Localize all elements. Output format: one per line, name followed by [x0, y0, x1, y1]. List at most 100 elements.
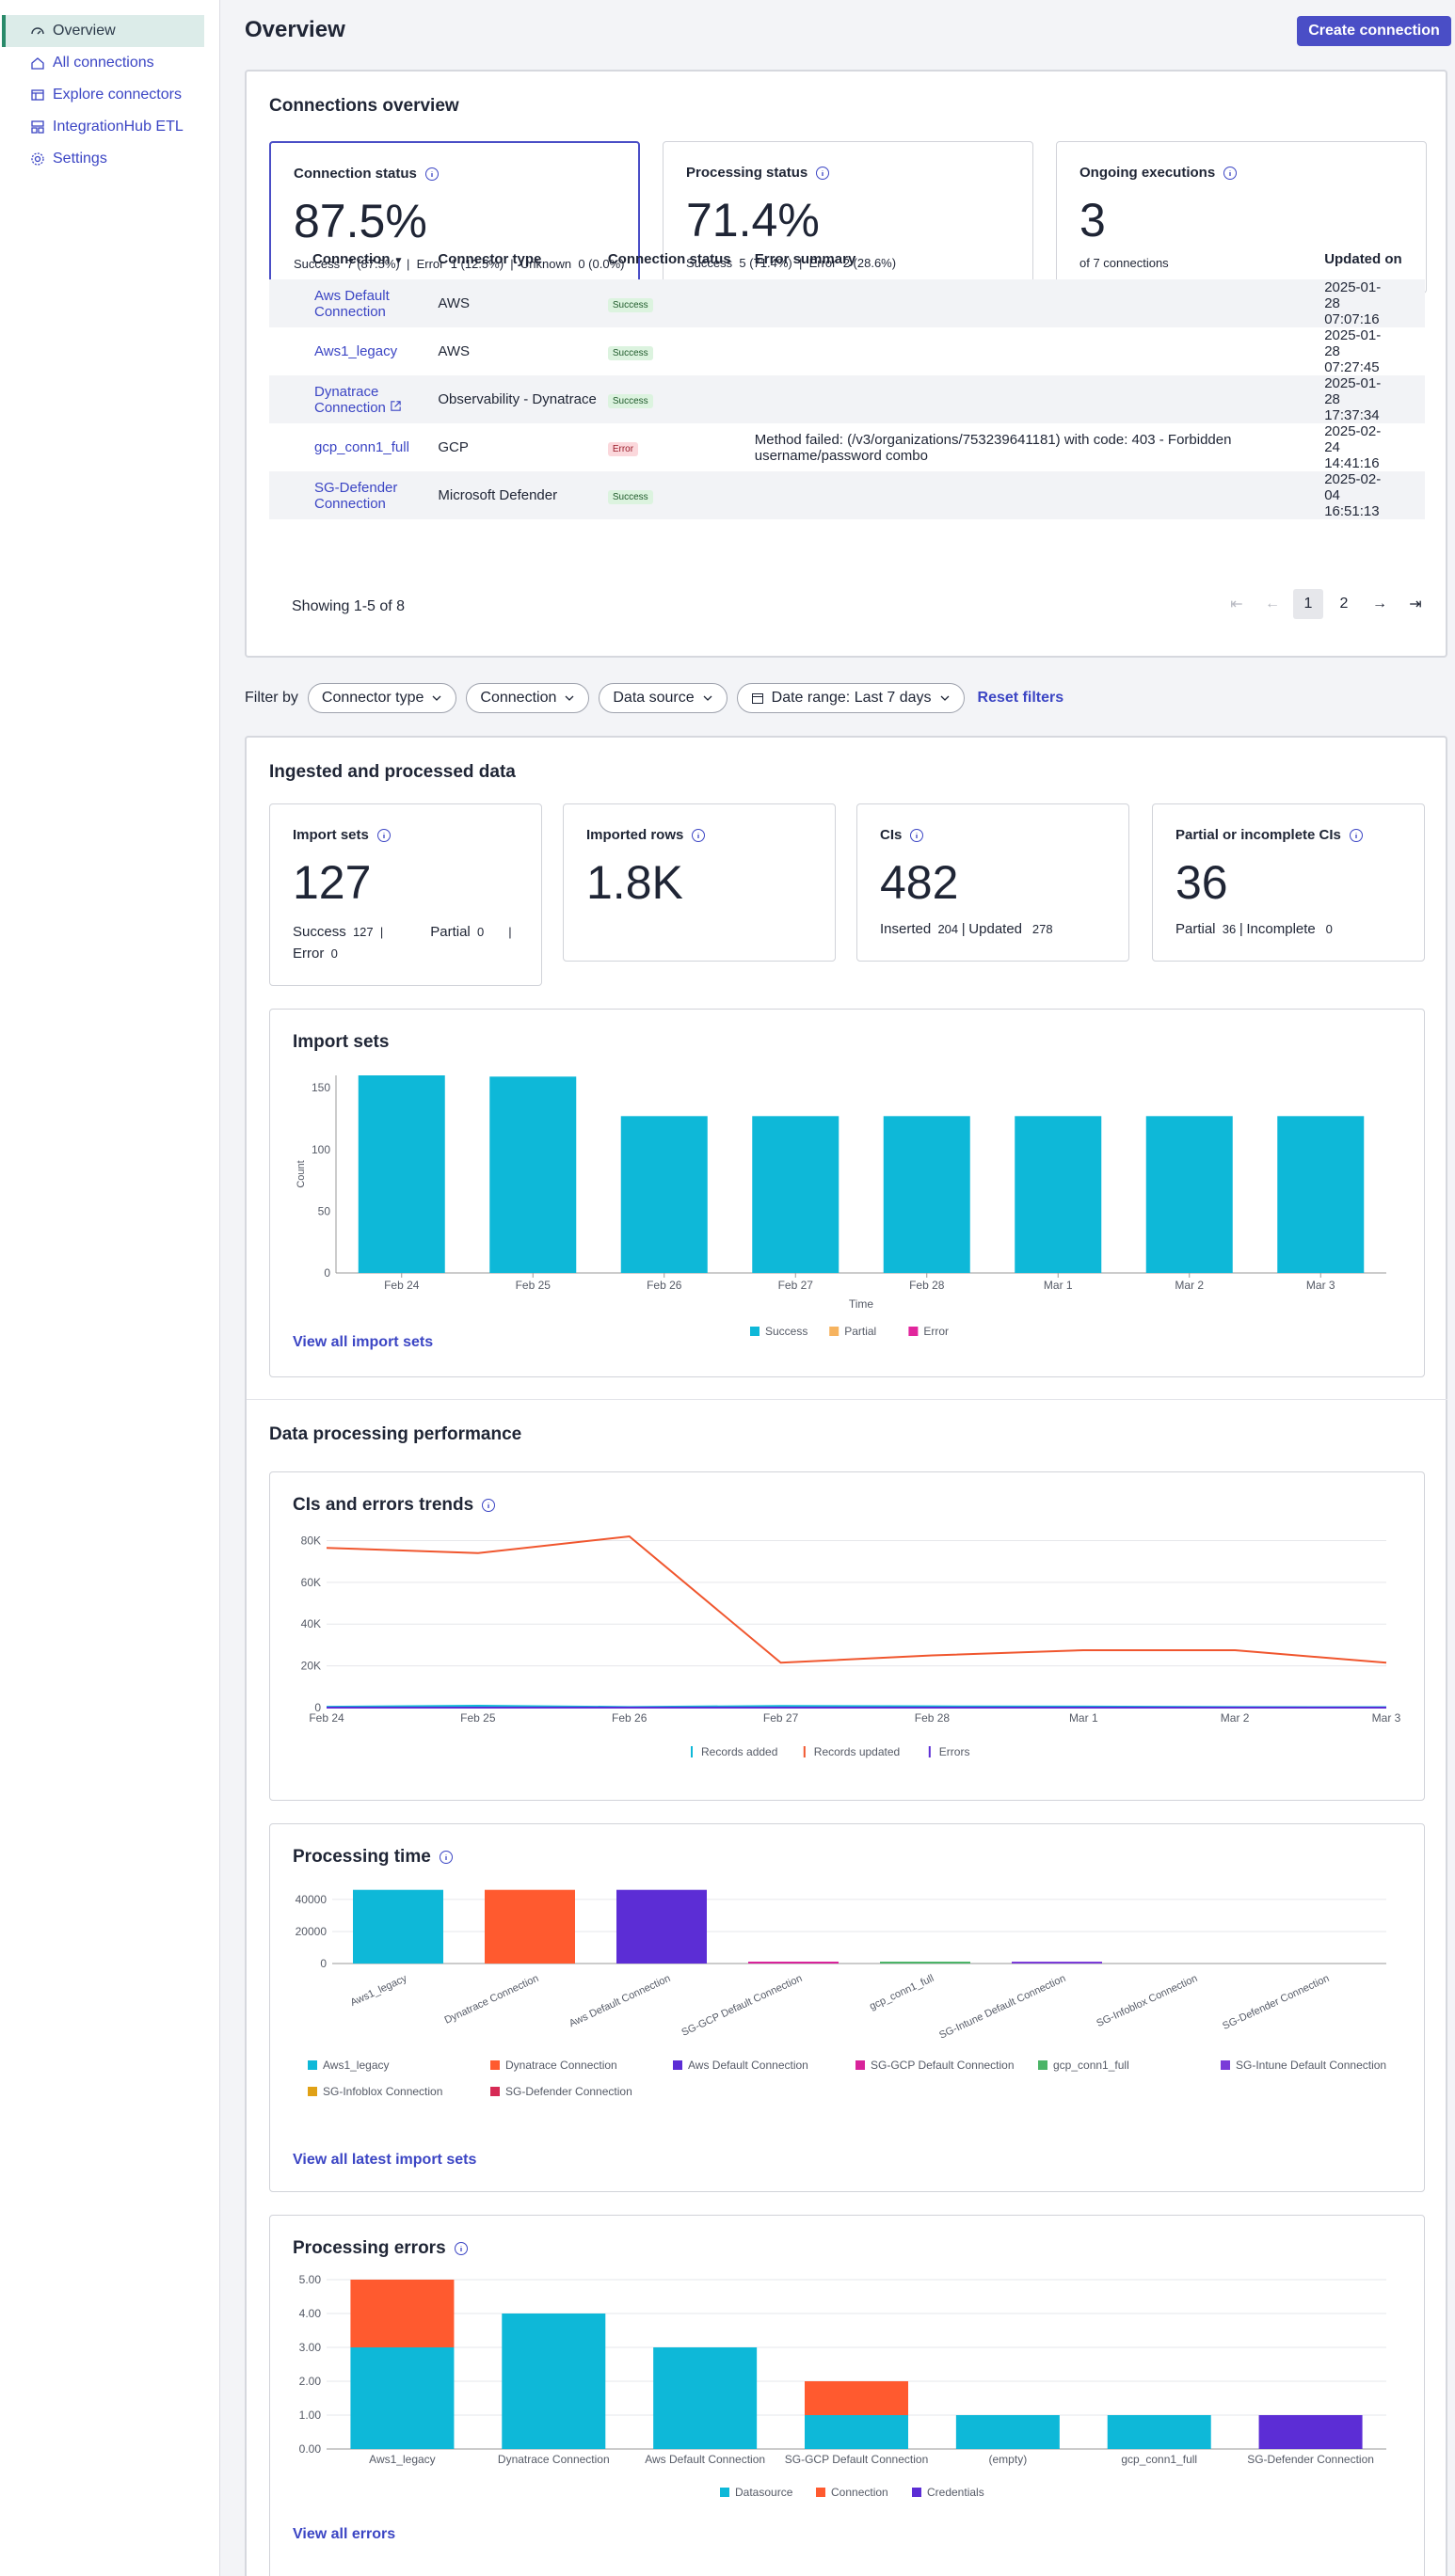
column-header-error-summary[interactable]: Error summary	[754, 250, 856, 267]
column-header-connection[interactable]: Connection ▼	[312, 250, 404, 267]
connection-link[interactable]: Dynatrace Connection	[314, 384, 418, 416]
import-sets-chart: 0 50 100 150 Feb 24 Feb 25 Feb 26 Feb 27 Feb 28 M…	[296, 1075, 1386, 1338]
table-row: gcp_conn1_full GCP Error Method failed: …	[269, 423, 1425, 471]
view-all-import-sets-link[interactable]: View all import sets	[293, 1334, 434, 1350]
section-title: Connections overview	[269, 96, 459, 116]
column-header-connector-type[interactable]: Connector type	[438, 250, 542, 267]
x-tick-label: Feb 26	[647, 1279, 682, 1292]
page-button[interactable]: 2	[1339, 596, 1349, 612]
ongoing-executions-card[interactable]: Ongoing executions 3 of 7 connections	[1056, 141, 1427, 294]
info-icon[interactable]	[1349, 828, 1364, 843]
bar	[353, 1889, 443, 1964]
connection-link[interactable]: Aws Default Connection	[314, 287, 390, 320]
y-tick-label: 40K	[301, 1617, 321, 1630]
column-header-connection-status[interactable]: Connection status	[607, 250, 731, 267]
y-tick-label: 2.00	[299, 2375, 322, 2388]
card-sub: Inserted 204 | Updated 278	[880, 921, 1053, 937]
card-value: 71.4%	[686, 194, 820, 246]
card-title: Import sets	[293, 827, 392, 843]
legend-swatch	[912, 2488, 921, 2497]
y-tick-label: 0	[320, 1957, 327, 1970]
y-tick-label: 80K	[301, 1534, 321, 1547]
x-tick-label: Aws1_legacy	[349, 1973, 409, 2009]
column-header-updated-on[interactable]: Updated on	[1324, 250, 1402, 267]
connection-status-card[interactable]: Connection status 87.5% Success 7 (87.5%…	[269, 141, 640, 294]
card-title: Partial or incomplete CIs	[1175, 827, 1364, 843]
prev-page-icon[interactable]: ←	[1265, 596, 1280, 612]
table-row: Dynatrace Connection Observability - Dyn…	[269, 375, 1425, 423]
data-source-filter[interactable]: Data source	[599, 683, 728, 713]
imported-rows-card[interactable]: Imported rows 1.8K	[563, 803, 836, 962]
x-tick-label: Aws Default Connection	[568, 1973, 672, 2029]
connection-filter[interactable]: Connection	[466, 683, 590, 713]
import-sets-card[interactable]: Import sets 127 Success 127 | Partial 0 | …	[269, 803, 542, 986]
last-page-icon[interactable]: ⇥	[1409, 596, 1422, 612]
legend-label: Connection	[831, 2486, 888, 2499]
connection-link[interactable]: SG-Defender Connection	[314, 479, 398, 512]
card-value: 1.8K	[586, 856, 683, 909]
cis-card[interactable]: CIs 482 Inserted 204 | Updated 278	[856, 803, 1129, 962]
connection-link[interactable]: gcp_conn1_full	[314, 439, 409, 455]
bar	[489, 1076, 577, 1273]
sidebar-item-overview[interactable]: Overview	[2, 15, 204, 47]
info-icon[interactable]	[691, 828, 706, 843]
x-tick-label: Feb 28	[915, 1711, 951, 1725]
status-badge: Success	[607, 345, 653, 360]
y-tick-label: 20K	[301, 1660, 321, 1673]
info-icon[interactable]	[909, 828, 924, 843]
processing-time-card: Processing time 0 20000 40000 Aws1_legacy Dy…	[269, 1823, 1425, 2192]
table-row: Aws Default Connection AWS Success 2025-…	[269, 279, 1425, 327]
card-title: Imported rows	[586, 827, 706, 843]
sidebar-item-explore-connectors[interactable]: Explore connectors	[2, 79, 204, 111]
info-icon[interactable]	[376, 828, 392, 843]
connections-overview-panel: Connections overview Connection status 8…	[245, 70, 1447, 658]
cell-error: Method failed: (/v3/organizations/753239…	[754, 431, 1232, 464]
cell-type: GCP	[438, 439, 469, 455]
info-icon[interactable]	[1223, 166, 1238, 181]
processing-status-card[interactable]: Processing status 71.4% Success 5 (71.4%…	[663, 141, 1033, 294]
reset-filters-link[interactable]: Reset filters	[977, 690, 1064, 706]
card-title: Connection status	[294, 166, 440, 182]
connection-link[interactable]: Aws1_legacy	[314, 343, 398, 359]
first-page-icon[interactable]: ⇤	[1230, 596, 1243, 612]
chevron-down-icon	[432, 695, 441, 701]
bar-segment	[1258, 2415, 1363, 2449]
legend-swatch	[673, 2060, 682, 2070]
series-line	[326, 1534, 1387, 1664]
x-tick-label: SG-Defender Connection	[1221, 1973, 1331, 2032]
cell-type: AWS	[438, 279, 608, 327]
info-icon[interactable]	[439, 1850, 454, 1865]
cell-updated: 2025-02-04 16:51:13	[1324, 471, 1425, 519]
legend-label: Datasource	[735, 2486, 793, 2499]
info-icon[interactable]	[424, 167, 440, 182]
sidebar-item-settings[interactable]: Settings	[2, 143, 204, 175]
y-tick-label: 20000	[296, 1925, 328, 1938]
card-value: 36	[1175, 856, 1228, 909]
next-page-icon[interactable]: →	[1372, 596, 1387, 612]
connector-type-filter[interactable]: Connector type	[307, 683, 457, 713]
bar-segment	[502, 2314, 606, 2449]
legend-label: Success	[765, 1325, 807, 1338]
cell-updated: 2025-02-24 14:41:16	[1324, 423, 1382, 471]
section-title: Data processing performance	[269, 1424, 522, 1444]
info-icon[interactable]	[815, 166, 830, 181]
view-all-errors-link[interactable]: View all errors	[293, 2526, 396, 2542]
date-range-filter[interactable]: Date range: Last 7 days	[736, 683, 965, 713]
legend-label: SG-GCP Default Connection	[871, 2059, 1015, 2072]
calendar-icon	[751, 693, 763, 704]
sidebar-item-label: Settings	[53, 151, 107, 167]
view-all-latest-import-sets-link[interactable]: View all latest import sets	[293, 2152, 477, 2168]
partial-cis-card[interactable]: Partial or incomplete CIs 36 Partial 36 …	[1152, 803, 1425, 962]
external-link-icon	[391, 400, 401, 411]
create-connection-button[interactable]: Create connection	[1297, 16, 1451, 46]
page-button[interactable]: 1	[1293, 589, 1323, 619]
info-icon[interactable]	[454, 2241, 469, 2256]
y-tick-label: 0	[324, 1266, 330, 1280]
sidebar-item-label: Explore connectors	[53, 87, 182, 103]
sidebar-item-integrationhub-etl[interactable]: IntegrationHub ETL	[2, 111, 204, 143]
explore-icon	[31, 89, 44, 101]
cis-errors-trends-card: CIs and errors trends 0 20K 40K 60K 80K Feb 2…	[269, 1471, 1425, 1801]
sidebar-item-all-connections[interactable]: All connections	[2, 47, 204, 79]
page-title: Overview	[245, 17, 345, 42]
info-icon[interactable]	[481, 1498, 496, 1513]
